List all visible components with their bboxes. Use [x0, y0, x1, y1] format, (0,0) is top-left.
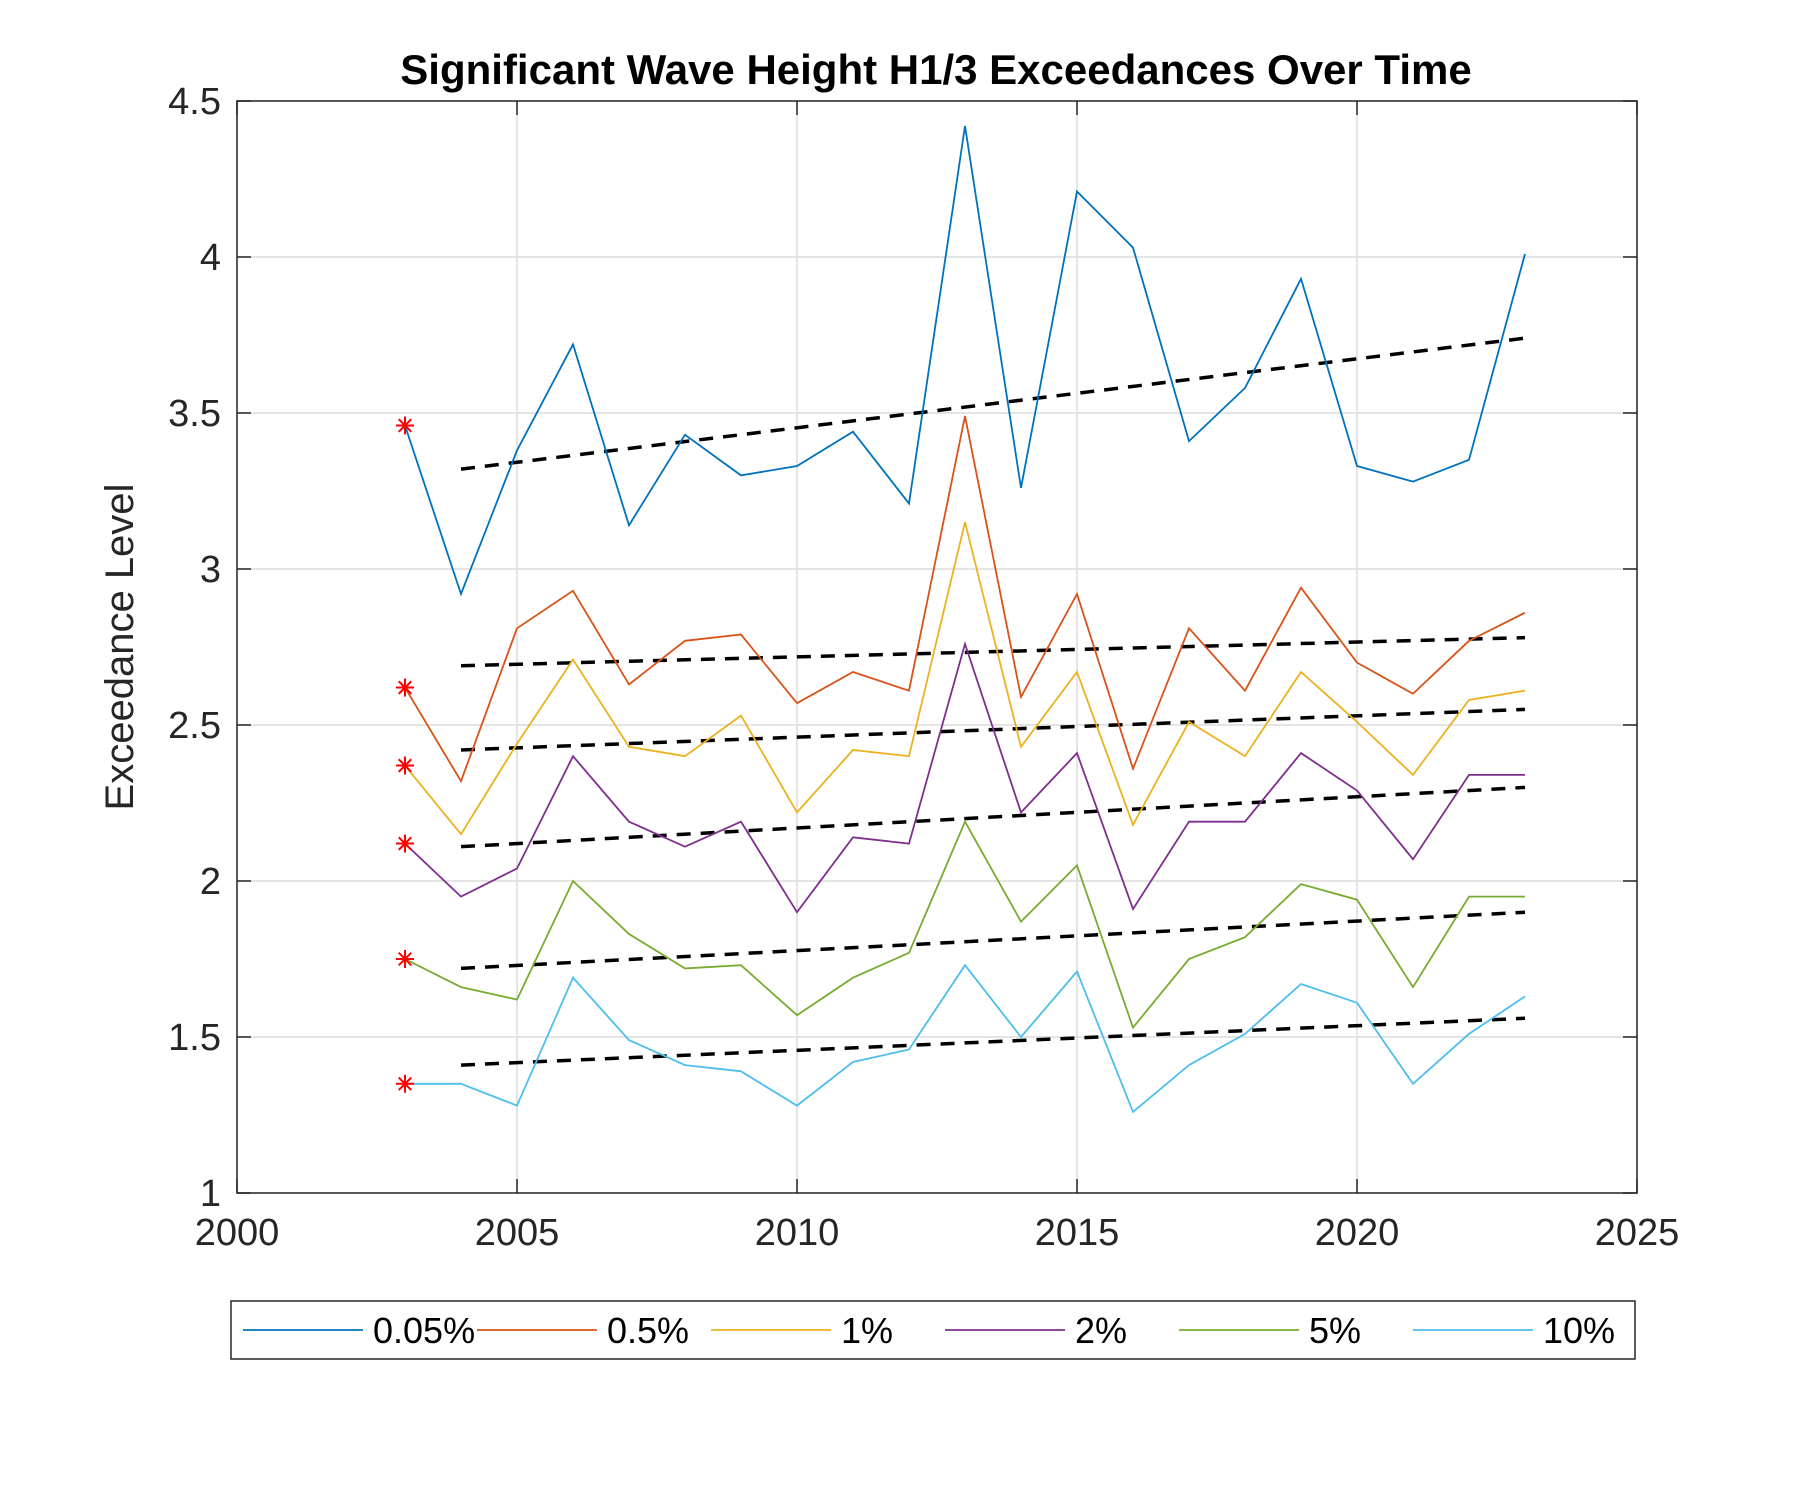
legend-label-3: 1%: [841, 1310, 893, 1351]
legend: 0.05% 0.5% 1% 2% 5% 10%: [230, 1300, 1636, 1360]
series-1-start-marker: [396, 416, 414, 435]
series-2-line: [404, 415, 1526, 784]
marker-stroke: [397, 418, 413, 433]
series-3-start-marker: [396, 756, 414, 775]
series-lines: [404, 125, 1526, 1114]
marker-stroke: [397, 836, 413, 851]
series-2-start-marker: [396, 678, 414, 697]
series-3-line: [404, 521, 1526, 836]
axes: 2000 2005 2010 2015 2020 2025 1 1.5 2 2.5 3 3.5 4 4.5: [168, 81, 1679, 1254]
legend-label-1: 0.05%: [373, 1310, 475, 1351]
series-5-start-marker: [396, 950, 414, 968]
y-tick-label: 1.5: [168, 1017, 221, 1059]
x-tick-label: 2000: [195, 1212, 280, 1254]
y-tick-label: 3: [200, 549, 221, 591]
y-tick-label: 4: [200, 237, 221, 279]
legend-label-4: 2%: [1075, 1310, 1127, 1351]
series-4-trend-line: [460, 785, 1526, 849]
series-2-trend-line: [460, 635, 1526, 668]
series-6-line: [405, 963, 1526, 1114]
y-axis-label: Exceedance Level: [98, 484, 142, 811]
legend-label-2: 0.5%: [607, 1310, 689, 1351]
y-tick-label: 2.5: [168, 705, 221, 747]
y-tick-label: 2: [200, 861, 221, 903]
y-tick-label: 3.5: [168, 393, 221, 435]
marker-stroke: [397, 951, 413, 967]
y-tick-label: 1: [200, 1173, 221, 1215]
series-4-line: [404, 640, 1525, 914]
x-tick-label: 2010: [755, 1212, 840, 1254]
series-6-start-marker: [396, 1074, 414, 1093]
marker-stroke: [397, 1076, 413, 1091]
x-tick-label: 2020: [1315, 1212, 1400, 1254]
legend-label-5: 5%: [1309, 1310, 1361, 1351]
series-6-trend-line: [460, 1016, 1526, 1067]
series-5-line: [404, 819, 1525, 1030]
legend-label-6: 10%: [1543, 1310, 1615, 1351]
trend-lines: [460, 336, 1526, 1067]
series-1-line: [404, 125, 1526, 597]
marker-stroke: [397, 758, 413, 773]
start-markers: [396, 416, 414, 1093]
series-4-start-marker: [396, 834, 414, 853]
y-tick-label: 4.5: [168, 81, 221, 123]
plot-box: [236, 100, 1638, 1194]
series-5-trend-line: [460, 910, 1526, 971]
legend-box: [230, 1300, 1636, 1360]
x-tick-label: 2015: [1035, 1212, 1120, 1254]
series-1-trend-line: [460, 336, 1526, 471]
marker-stroke: [397, 680, 413, 695]
grid: [236, 100, 1638, 1194]
x-tick-label: 2005: [475, 1212, 560, 1254]
chart-title: Significant Wave Height H1/3 Exceedances…: [400, 46, 1471, 93]
x-tick-label: 2025: [1595, 1212, 1680, 1254]
